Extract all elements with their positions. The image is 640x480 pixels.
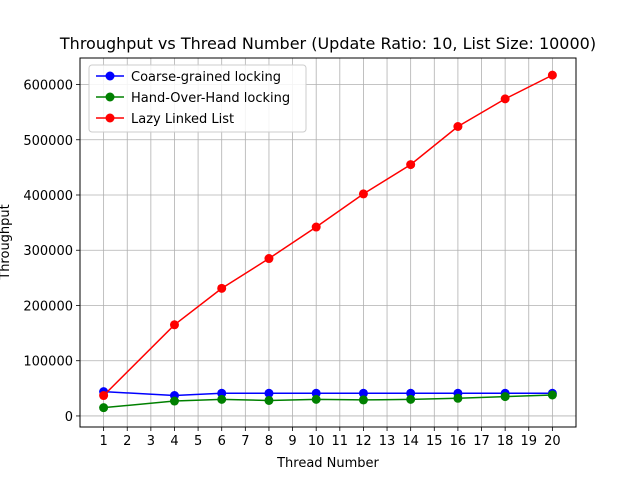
data-point: [358, 395, 368, 405]
x-tick-label: 17: [473, 434, 490, 449]
series-2: [99, 70, 557, 401]
legend-item: Hand-Over-Hand locking: [96, 91, 290, 106]
x-tick-label: 15: [426, 434, 443, 449]
y-tick-label: 600000: [23, 79, 73, 94]
x-tick-label: 12: [355, 434, 372, 449]
y-axis-label: Throughput: [0, 204, 13, 281]
x-tick-label: 19: [520, 434, 537, 449]
series-layer: [99, 70, 557, 413]
plot-area: [79, 57, 577, 428]
data-point: [264, 388, 274, 398]
x-tick-label: 6: [218, 434, 226, 449]
data-point: [547, 390, 557, 400]
x-tick-label: 3: [147, 434, 155, 449]
x-tick-label: 18: [497, 434, 514, 449]
data-point: [358, 388, 368, 398]
y-tick-label: 200000: [23, 299, 73, 314]
data-point: [311, 394, 321, 404]
y-tick-label: 300000: [23, 244, 73, 259]
legend-label: Lazy Linked List: [131, 112, 234, 127]
legend: Coarse-grained locking Hand-Over-Hand loc…: [88, 64, 307, 133]
x-tick-label: 1: [99, 434, 107, 449]
data-point: [217, 394, 227, 404]
legend-item: Coarse-grained locking: [96, 70, 281, 85]
data-point: [264, 254, 274, 264]
y-tick-label: 500000: [23, 134, 73, 149]
legend-item: Lazy Linked List: [96, 112, 234, 127]
y-tick-label: 400000: [23, 189, 73, 204]
data-point: [99, 403, 109, 413]
x-tick-label: 11: [332, 434, 349, 449]
data-point: [169, 396, 179, 406]
x-tick-label: 13: [379, 434, 396, 449]
series-0: [99, 387, 557, 401]
data-point: [406, 160, 416, 170]
y-tick-label: 0: [65, 410, 73, 425]
chart-title: Throughput vs Thread Number (Update Rati…: [59, 34, 596, 53]
series-line: [103, 394, 553, 409]
data-point: [217, 283, 227, 293]
x-axis-label: Thread Number: [276, 456, 379, 471]
x-tick-label: 2: [123, 434, 131, 449]
series-line: [103, 74, 553, 397]
data-point: [169, 320, 179, 330]
legend-marker: [105, 71, 115, 81]
data-point: [264, 395, 274, 405]
data-point: [406, 394, 416, 404]
x-tick-label: 7: [241, 434, 249, 449]
legend-label: Hand-Over-Hand locking: [131, 91, 290, 106]
x-tick-label: 20: [544, 434, 561, 449]
data-point: [99, 391, 109, 401]
data-point: [500, 94, 510, 104]
x-tick-label: 14: [402, 434, 419, 449]
x-tick-label: 10: [308, 434, 325, 449]
x-tick-label: 5: [194, 434, 202, 449]
x-tick-label: 8: [265, 434, 273, 449]
data-point: [453, 393, 463, 403]
data-point: [358, 189, 368, 199]
y-tick-label: 100000: [23, 355, 73, 370]
legend-marker: [105, 92, 115, 102]
data-point: [500, 392, 510, 402]
legend-marker: [105, 113, 115, 123]
series-1: [99, 390, 557, 413]
legend-box: [88, 64, 307, 133]
data-point: [547, 70, 557, 80]
x-tick-label: 9: [288, 434, 296, 449]
x-tick-label: 4: [170, 434, 178, 449]
data-point: [311, 222, 321, 232]
series-line: [103, 390, 553, 397]
ticks: 1 2 3 4 5 6 7 8 9 10 11 12 13 14 15 16 17 18 19 20010000020…: [23, 79, 560, 449]
data-point: [453, 121, 463, 131]
x-tick-label: 16: [450, 434, 467, 449]
legend-label: Coarse-grained locking: [131, 70, 281, 85]
